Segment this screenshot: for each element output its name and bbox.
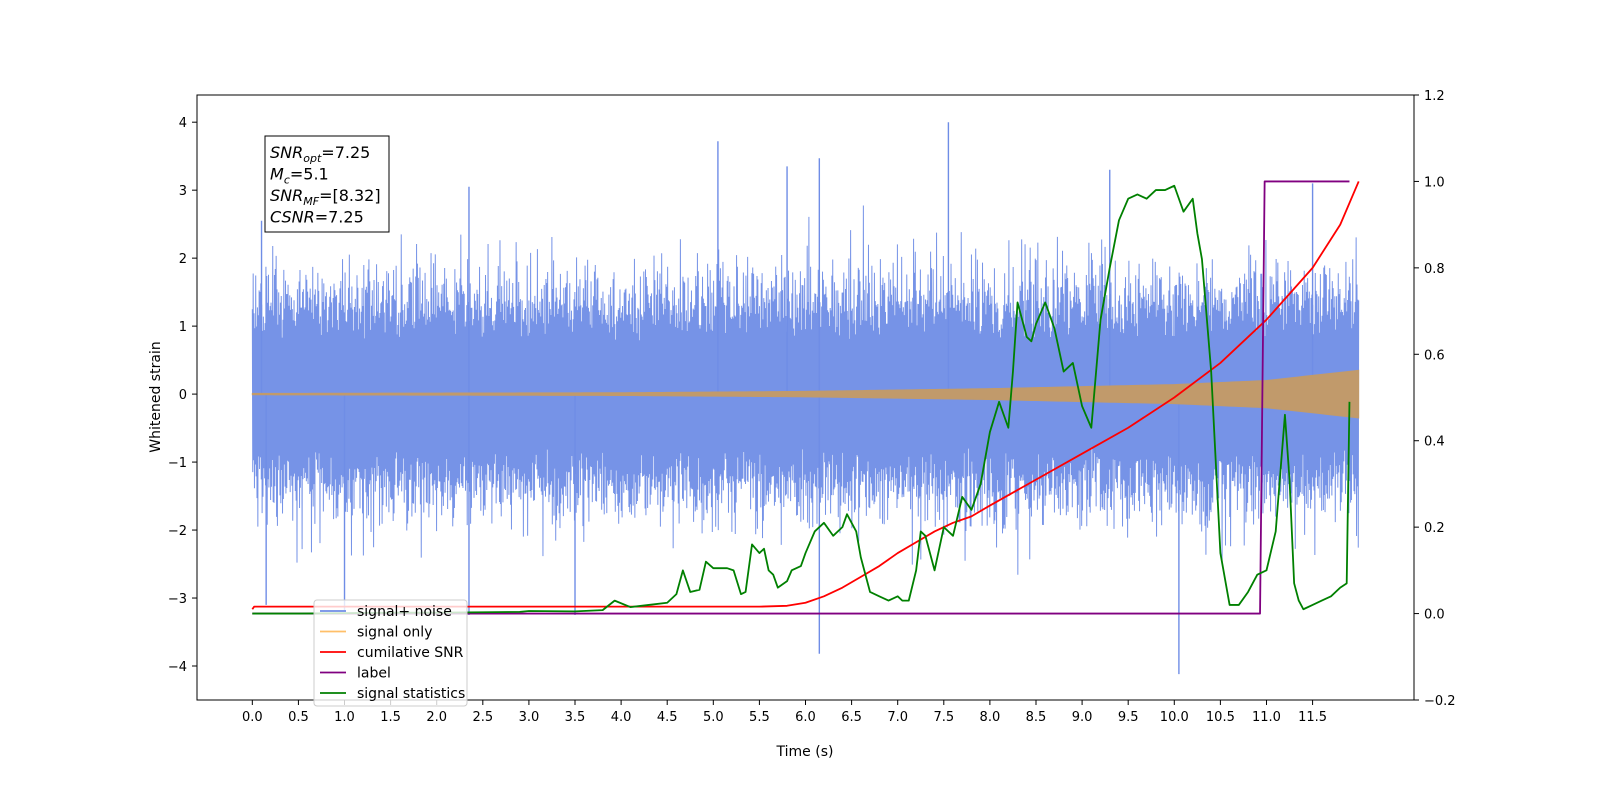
right-y-tick-label: 0.6 — [1424, 348, 1445, 363]
x-tick-label: 7.5 — [933, 710, 954, 725]
x-tick-label: 2.5 — [472, 710, 493, 725]
right-y-tick-label: 0.8 — [1424, 262, 1445, 277]
legend: signal+ noise signal only cumilative SNR la… — [313, 599, 468, 707]
annotation-frame — [264, 135, 390, 233]
left-y-tick-label: 1 — [179, 320, 187, 335]
right-y-tick-label: 0.2 — [1424, 521, 1445, 536]
left-y-axis: −4 −3 −2 −1 0 1 2 3 4 — [168, 116, 197, 675]
x-tick-label: 4.5 — [657, 710, 678, 725]
x-tick-label: 0.0 — [242, 710, 263, 725]
right-y-tick-label: −0.2 — [1424, 694, 1456, 709]
plot-area — [251, 122, 1360, 675]
x-tick-label: 2.0 — [426, 710, 447, 725]
x-tick-label: 8.0 — [980, 710, 1001, 725]
left-y-tick-label: −1 — [168, 456, 187, 471]
x-tick-label: 6.0 — [795, 710, 816, 725]
legend-entry: cumilative SNR — [357, 645, 464, 661]
legend-entry: signal only — [357, 625, 432, 641]
left-y-tick-label: 2 — [179, 252, 187, 267]
right-y-tick-label: 1.0 — [1424, 175, 1445, 190]
series-signal-noise-line — [251, 205, 1360, 575]
x-tick-label: 0.5 — [288, 710, 309, 725]
legend-entry: signal+ noise — [357, 604, 452, 620]
left-y-tick-label: 0 — [179, 388, 187, 403]
x-tick-label: 9.5 — [1118, 710, 1139, 725]
x-tick-label: 5.5 — [749, 710, 770, 725]
x-tick-label: 7.0 — [887, 710, 908, 725]
x-tick-label: 11.5 — [1298, 710, 1327, 725]
x-tick-label: 10.5 — [1206, 710, 1235, 725]
left-y-tick-label: 3 — [179, 184, 187, 199]
y-axis-label: Whitened strain — [148, 341, 164, 452]
x-tick-label: 8.5 — [1026, 710, 1047, 725]
series-label-line — [252, 180, 1350, 615]
legend-entry: label — [357, 666, 391, 682]
annotation-line: SNRopt=7.25 — [270, 143, 370, 165]
left-y-tick-label: 4 — [179, 116, 187, 131]
left-y-tick-label: −3 — [168, 592, 187, 607]
annotation-line: Mc=5.1 — [270, 165, 329, 187]
right-y-tick-label: 1.2 — [1424, 89, 1445, 104]
x-tick-label: 3.5 — [565, 710, 586, 725]
series-signal-only-band — [251, 369, 1360, 419]
x-tick-label: 1.0 — [334, 710, 355, 725]
legend-frame — [313, 599, 468, 707]
right-y-axis: −0.2 0.0 0.2 0.4 0.6 0.8 1.0 1.2 — [1414, 89, 1456, 709]
right-y-tick-label: 0.0 — [1424, 608, 1445, 623]
x-tick-label: 5.0 — [703, 710, 724, 725]
x-tick-label: 1.5 — [380, 710, 401, 725]
right-y-tick-label: 0.4 — [1424, 435, 1445, 450]
annotation-line: SNRMF=[8.32] — [270, 186, 381, 208]
left-y-tick-label: −4 — [168, 660, 187, 675]
x-axis-label: Time (s) — [776, 744, 834, 760]
x-tick-label: 11.0 — [1252, 710, 1281, 725]
x-axis: 0.0 0.5 1.0 1.5 2.0 2.5 3.0 3.5 4.0 4.5 5.0 5.5 6.0 6… — [242, 700, 1327, 725]
x-tick-label: 9.0 — [1072, 710, 1093, 725]
x-tick-label: 4.0 — [611, 710, 632, 725]
x-tick-label: 10.0 — [1160, 710, 1189, 725]
x-tick-label: 6.5 — [841, 710, 862, 725]
legend-entry: signal statistics — [357, 686, 465, 702]
annotation-line: CSNR=7.25 — [270, 208, 364, 227]
series-signal-statistics-line — [252, 184, 1351, 615]
left-y-tick-label: −2 — [168, 524, 187, 539]
x-tick-label: 3.0 — [519, 710, 540, 725]
